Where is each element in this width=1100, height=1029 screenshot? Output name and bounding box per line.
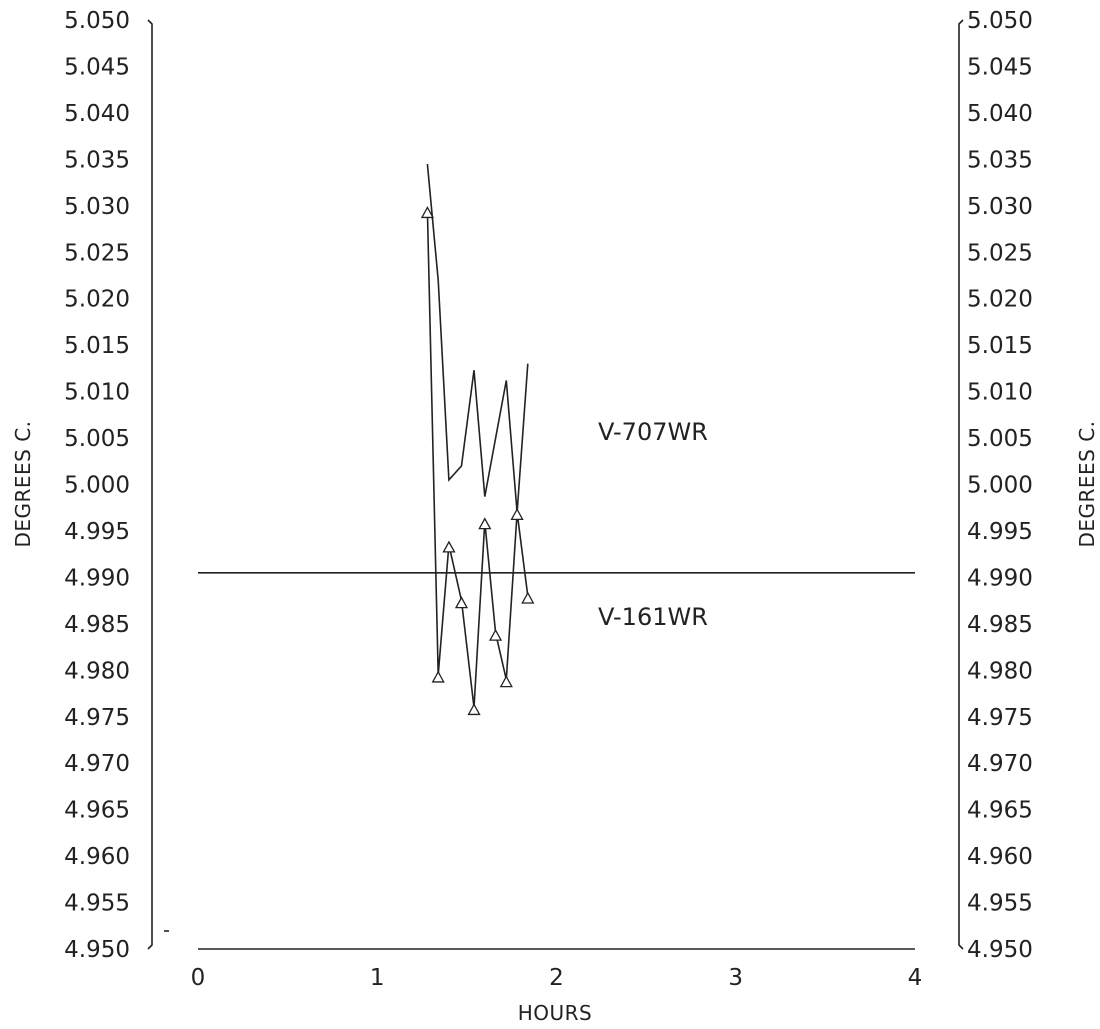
left-y-axis bbox=[147, 19, 153, 950]
y-tick-label-left: 5.035 bbox=[64, 147, 130, 173]
y-tick-label-right: 5.025 bbox=[967, 240, 1033, 266]
x-tick-label: 3 bbox=[728, 965, 743, 991]
y-tick-label-right: 5.020 bbox=[967, 287, 1033, 313]
x-tick-label: 4 bbox=[908, 965, 923, 991]
y-tick-label-left: 5.010 bbox=[64, 380, 130, 406]
y-tick-label-left: 5.050 bbox=[64, 8, 130, 34]
series-label-v161wr: V-161WR bbox=[598, 603, 708, 631]
y-tick-label-right: 5.010 bbox=[967, 380, 1033, 406]
y-tick-label-left: 5.030 bbox=[64, 194, 130, 220]
y-tick-label-right: 5.050 bbox=[967, 8, 1033, 34]
y-tick-label-right: 5.040 bbox=[967, 101, 1033, 127]
data-point-v-161wr bbox=[488, 628, 503, 641]
y-tick-label-right: 4.965 bbox=[967, 798, 1033, 824]
data-point-v-161wr bbox=[478, 517, 492, 530]
y-tick-label-right: 5.000 bbox=[967, 473, 1033, 499]
x-tick-labels: 0 1 2 3 4 bbox=[191, 965, 923, 991]
x-tick-label: 2 bbox=[549, 965, 564, 991]
y-tick-label-right: 4.980 bbox=[967, 658, 1033, 684]
x-tick-label: 0 bbox=[191, 965, 206, 991]
x-axis-title: HOURS bbox=[518, 1001, 593, 1025]
data-point-v-161wr bbox=[521, 591, 535, 604]
y-tick-label-right: 4.985 bbox=[967, 612, 1033, 638]
y-tick-label-right: 4.995 bbox=[967, 519, 1033, 545]
data-point-v-161wr bbox=[499, 675, 513, 688]
y-tick-label-left: 5.040 bbox=[64, 101, 130, 127]
y-tick-label-right: 5.005 bbox=[967, 426, 1033, 452]
y-tick-label-right: 4.960 bbox=[967, 844, 1033, 870]
y-tick-label-right: 5.030 bbox=[967, 194, 1033, 220]
y-tick-label-left: 4.995 bbox=[64, 519, 130, 545]
y-tick-label-right: 5.015 bbox=[967, 333, 1033, 359]
plot-frame bbox=[147, 19, 964, 950]
right-tick-labels: 5.050 5.045 5.040 5.035 5.030 5.025 5.020 5.015… bbox=[967, 8, 1033, 963]
y-tick-label-right: 4.975 bbox=[967, 705, 1033, 731]
y-tick-label-right: 4.970 bbox=[967, 751, 1033, 777]
right-y-axis-title: DEGREES C. bbox=[1075, 420, 1099, 547]
data-point-v-161wr bbox=[454, 596, 469, 609]
y-tick-label-left: 4.965 bbox=[64, 798, 130, 824]
data-point-v-161wr bbox=[510, 508, 524, 521]
y-tick-label-left: 4.980 bbox=[64, 658, 130, 684]
y-tick-label-left: 4.975 bbox=[64, 705, 130, 731]
series-line-v-707wr bbox=[426, 163, 529, 513]
data-point-v-161wr bbox=[467, 703, 481, 716]
right-y-axis bbox=[958, 19, 964, 950]
series-line-v-161wr bbox=[426, 210, 529, 708]
y-tick-label-left: 4.950 bbox=[64, 937, 130, 963]
y-tick-label-right: 4.950 bbox=[967, 937, 1033, 963]
y-tick-label-left: 5.020 bbox=[64, 287, 130, 313]
y-tick-label-left: 4.970 bbox=[64, 751, 130, 777]
series-label-v707wr: V-707WR bbox=[598, 418, 708, 446]
y-tick-label-right: 5.045 bbox=[967, 54, 1033, 80]
y-tick-label-left: 4.955 bbox=[64, 891, 130, 917]
series-layer bbox=[198, 163, 915, 708]
left-y-axis-title: DEGREES C. bbox=[11, 420, 35, 547]
y-tick-label-left: 5.015 bbox=[64, 333, 130, 359]
data-point-v-161wr bbox=[431, 670, 445, 683]
data-point-v-161wr bbox=[442, 540, 456, 553]
y-tick-label-left: 4.985 bbox=[64, 612, 130, 638]
y-tick-label-right: 4.990 bbox=[967, 565, 1033, 591]
y-tick-label-left: 4.990 bbox=[64, 565, 130, 591]
y-tick-label-left: 5.045 bbox=[64, 54, 130, 80]
data-point-v-161wr bbox=[420, 206, 435, 219]
left-tick-labels: 5.050 5.045 5.040 5.035 5.030 5.025 5.020 5.015… bbox=[64, 8, 130, 963]
y-tick-label-left: 4.960 bbox=[64, 844, 130, 870]
y-tick-label-left: 5.000 bbox=[64, 473, 130, 499]
x-tick-label: 1 bbox=[370, 965, 385, 991]
y-tick-label-left: 5.025 bbox=[64, 240, 130, 266]
y-tick-label-right: 5.035 bbox=[967, 147, 1033, 173]
marker-layer bbox=[420, 206, 535, 716]
y-tick-label-left: 5.005 bbox=[64, 426, 130, 452]
y-tick-label-right: 4.955 bbox=[967, 891, 1033, 917]
